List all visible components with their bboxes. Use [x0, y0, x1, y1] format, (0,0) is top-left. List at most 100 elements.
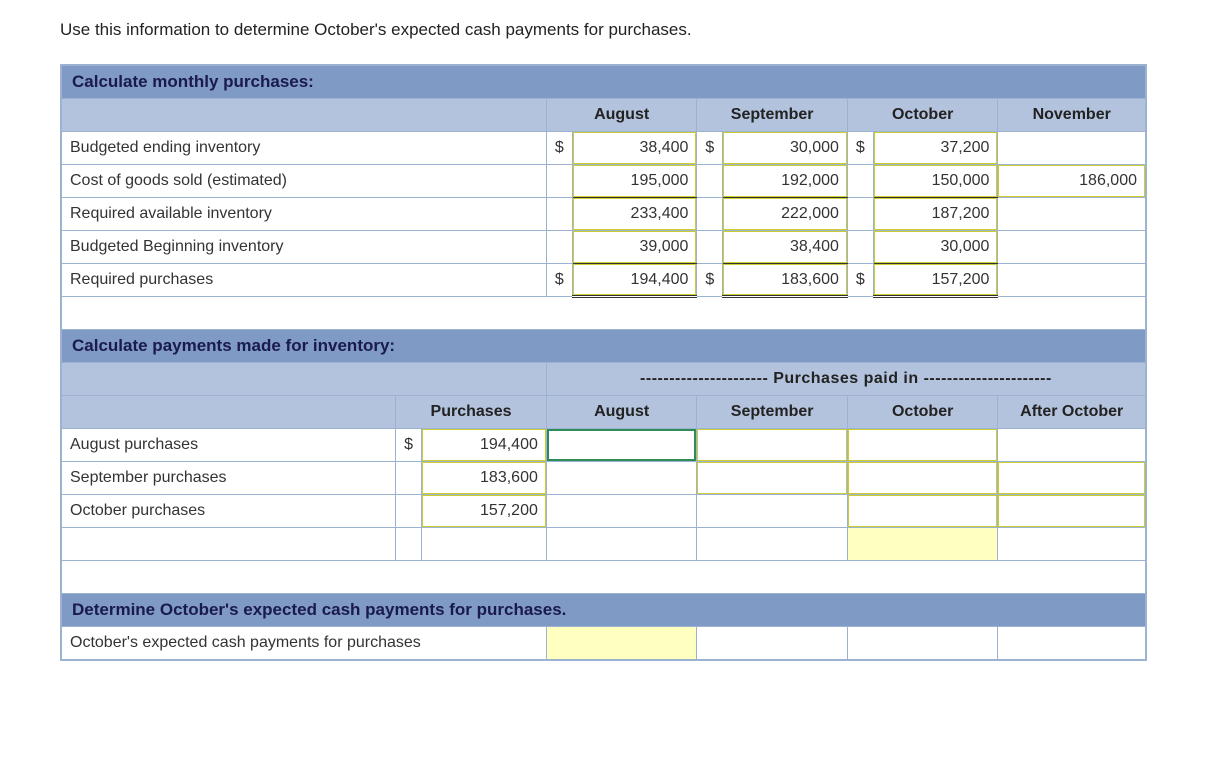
input-october-expected[interactable] [546, 627, 697, 660]
label-aug-purchases: August purchases [62, 429, 396, 462]
label-budgeted-begin: Budgeted Beginning inventory [62, 231, 547, 264]
blank-dollar [396, 528, 422, 561]
spacer-row-2 [62, 561, 1146, 594]
val-ra-nov [998, 198, 1146, 231]
label-budgeted-ending: Budgeted ending inventory [62, 132, 547, 165]
header-purchases: Purchases [396, 396, 547, 429]
paid-in-label: ---------------------- Purchases paid in… [546, 363, 1145, 396]
blank-dollar [697, 198, 723, 231]
row-req-purchases: Required purchases $ 194,400 $ 183,600 $… [62, 264, 1146, 297]
section1-header-row: Calculate monthly purchases: [62, 66, 1146, 99]
row-budgeted-ending: Budgeted ending inventory $ 38,400 $ 30,… [62, 132, 1146, 165]
blank-cell [697, 627, 848, 660]
val-be-sep[interactable]: 30,000 [723, 132, 848, 165]
row-oct-purchases: October purchases 157,200 [62, 495, 1146, 528]
blank-dollar [546, 198, 572, 231]
blank-dollar [697, 165, 723, 198]
worksheet-container: Calculate monthly purchases: August Sept… [60, 64, 1147, 661]
dollar-sep-2: $ [697, 264, 723, 297]
blank-cell [847, 627, 998, 660]
row-sep-purchases: September purchases 183,600 [62, 462, 1146, 495]
input-oct-aug [546, 495, 697, 528]
blank-total-purch [422, 528, 547, 561]
blank-dollar [396, 462, 422, 495]
val-rp-aug[interactable]: 194,400 [572, 264, 697, 297]
row-totals [62, 528, 1146, 561]
label-october-expected: October's expected cash payments for pur… [62, 627, 547, 660]
val-rp-oct[interactable]: 157,200 [873, 264, 998, 297]
input-sep-sep[interactable] [697, 462, 848, 495]
blank-dollar [847, 165, 873, 198]
val-rp-sep[interactable]: 183,600 [723, 264, 848, 297]
input-aug-aug[interactable] [546, 429, 697, 462]
val-purch-aug[interactable]: 194,400 [422, 429, 547, 462]
input-sep-oct[interactable] [847, 462, 998, 495]
dollar-oct-1: $ [847, 132, 873, 165]
row-aug-purchases: August purchases $ 194,400 [62, 429, 1146, 462]
blank-dollar [546, 165, 572, 198]
header-after-october: After October [998, 396, 1146, 429]
val-bb-sep[interactable]: 38,400 [723, 231, 848, 264]
spacer-row-1 [62, 297, 1146, 330]
val-cogs-oct[interactable]: 150,000 [873, 165, 998, 198]
blank-header [62, 396, 396, 429]
spacer-cell-2 [62, 561, 1146, 594]
row-cogs: Cost of goods sold (estimated) 195,000 1… [62, 165, 1146, 198]
header-august-2: August [546, 396, 697, 429]
val-bb-nov [998, 231, 1146, 264]
blank-dollar [847, 231, 873, 264]
total-after [998, 528, 1146, 561]
val-ra-oct[interactable]: 187,200 [873, 198, 998, 231]
section1-month-header-row: August September October November [62, 99, 1146, 132]
input-aug-oct[interactable] [847, 429, 998, 462]
input-sep-after[interactable] [998, 462, 1146, 495]
dollar-aug-2: $ [546, 264, 572, 297]
dollar-purch-aug: $ [396, 429, 422, 462]
input-aug-sep[interactable] [697, 429, 848, 462]
header-september-2: September [697, 396, 848, 429]
total-sep [697, 528, 848, 561]
val-cogs-nov[interactable]: 186,000 [998, 165, 1146, 198]
row-budgeted-begin: Budgeted Beginning inventory 39,000 38,4… [62, 231, 1146, 264]
worksheet-table: Calculate monthly purchases: August Sept… [61, 65, 1146, 660]
dollar-sep-1: $ [697, 132, 723, 165]
total-aug [546, 528, 697, 561]
val-be-aug[interactable]: 38,400 [572, 132, 697, 165]
header-october-2: October [847, 396, 998, 429]
input-oct-after[interactable] [998, 495, 1146, 528]
section2-header-row: Calculate payments made for inventory: [62, 330, 1146, 363]
header-august: August [546, 99, 697, 132]
val-cogs-sep[interactable]: 192,000 [723, 165, 848, 198]
blank-dollar [396, 495, 422, 528]
total-oct[interactable] [847, 528, 998, 561]
input-oct-oct[interactable] [847, 495, 998, 528]
dollar-aug-1: $ [546, 132, 572, 165]
section2-col-header-row: Purchases August September October After… [62, 396, 1146, 429]
header-september: September [697, 99, 848, 132]
input-aug-after [998, 429, 1146, 462]
val-ra-aug[interactable]: 233,400 [572, 198, 697, 231]
label-oct-purchases: October purchases [62, 495, 396, 528]
val-be-oct[interactable]: 37,200 [873, 132, 998, 165]
section3-title: Determine October's expected cash paymen… [62, 594, 1146, 627]
paid-in-row: ---------------------- Purchases paid in… [62, 363, 1146, 396]
val-cogs-aug[interactable]: 195,000 [572, 165, 697, 198]
val-bb-aug[interactable]: 39,000 [572, 231, 697, 264]
val-bb-oct[interactable]: 30,000 [873, 231, 998, 264]
val-purch-sep[interactable]: 183,600 [422, 462, 547, 495]
row-req-avail: Required available inventory 233,400 222… [62, 198, 1146, 231]
label-cogs: Cost of goods sold (estimated) [62, 165, 547, 198]
blank-dollar [546, 231, 572, 264]
blank-header [62, 99, 547, 132]
blank-dollar [697, 231, 723, 264]
val-be-nov [998, 132, 1146, 165]
dollar-oct-2: $ [847, 264, 873, 297]
label-sep-purchases: September purchases [62, 462, 396, 495]
spacer-cell [62, 297, 1146, 330]
val-ra-sep[interactable]: 222,000 [723, 198, 848, 231]
label-req-avail: Required available inventory [62, 198, 547, 231]
section2-title: Calculate payments made for inventory: [62, 330, 1146, 363]
section1-title: Calculate monthly purchases: [62, 66, 1146, 99]
val-purch-oct[interactable]: 157,200 [422, 495, 547, 528]
label-req-purchases: Required purchases [62, 264, 547, 297]
